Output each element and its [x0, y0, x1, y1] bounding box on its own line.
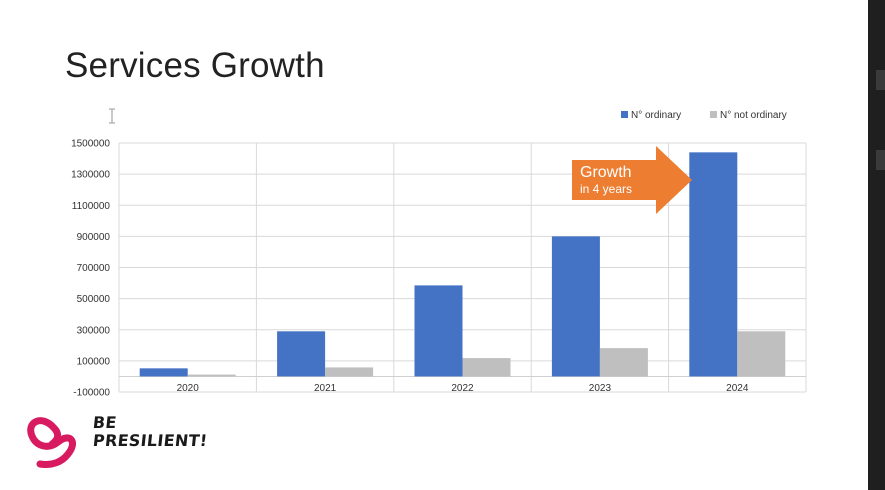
bar-not-ordinary-2020 [187, 374, 236, 377]
growth-callout-arrow: Growth in 4 years [572, 146, 692, 214]
x-axis: 2020 2021 2022 2023 2024 [177, 383, 749, 394]
y-tick-label: -100000 [73, 388, 110, 399]
y-tick-label: 1500000 [71, 139, 110, 150]
window-edge-tab [876, 150, 885, 170]
bar-not-ordinary-2022 [462, 358, 511, 377]
slide-title: Services Growth [65, 46, 325, 85]
x-tick-label: 2020 [177, 383, 200, 394]
x-tick-label: 2023 [589, 383, 612, 394]
bar-ordinary-2021 [277, 331, 326, 377]
y-tick-label: 1300000 [71, 170, 110, 181]
x-tick-label: 2022 [451, 383, 474, 394]
x-tick-label: 2021 [314, 383, 337, 394]
text-cursor-icon [109, 108, 115, 124]
bar-ordinary-2020 [139, 368, 188, 377]
chart-legend: N° ordinary N° not ordinary [621, 110, 787, 121]
window-edge [868, 0, 885, 490]
y-tick-label: 100000 [77, 356, 111, 367]
callout-title: Growth [580, 164, 632, 181]
y-tick-label: 500000 [77, 294, 111, 305]
y-tick-label: 700000 [77, 263, 111, 274]
chart-bars [139, 152, 786, 377]
callout-arrow-shape [572, 146, 692, 214]
callout-subtitle: in 4 years [580, 182, 632, 196]
ribbon-icon [27, 417, 76, 468]
bar-not-ordinary-2024 [737, 331, 786, 377]
bar-ordinary-2023 [551, 236, 600, 377]
x-tick-label: 2024 [726, 383, 749, 394]
logo-line-2: PRESILIENT! [92, 431, 209, 450]
logo-line-1: BE [92, 413, 118, 432]
legend-swatch-1 [710, 111, 717, 118]
bar-ordinary-2024 [689, 152, 738, 377]
legend-label-1: N° not ordinary [720, 110, 787, 121]
y-tick-label: 1100000 [72, 201, 111, 212]
be-presilient-logo: BE PRESILIENT! [24, 412, 208, 468]
legend-swatch-0 [621, 111, 628, 118]
y-tick-label: 900000 [77, 232, 111, 243]
bar-ordinary-2022 [414, 285, 463, 377]
bar-not-ordinary-2023 [599, 348, 648, 377]
legend-label-0: N° ordinary [631, 110, 681, 121]
y-axis: -100000 100000 300000 500000 700000 900000 110… [71, 139, 110, 399]
bar-not-ordinary-2021 [325, 367, 374, 377]
window-edge-tab [876, 70, 885, 90]
y-tick-label: 300000 [77, 325, 111, 336]
